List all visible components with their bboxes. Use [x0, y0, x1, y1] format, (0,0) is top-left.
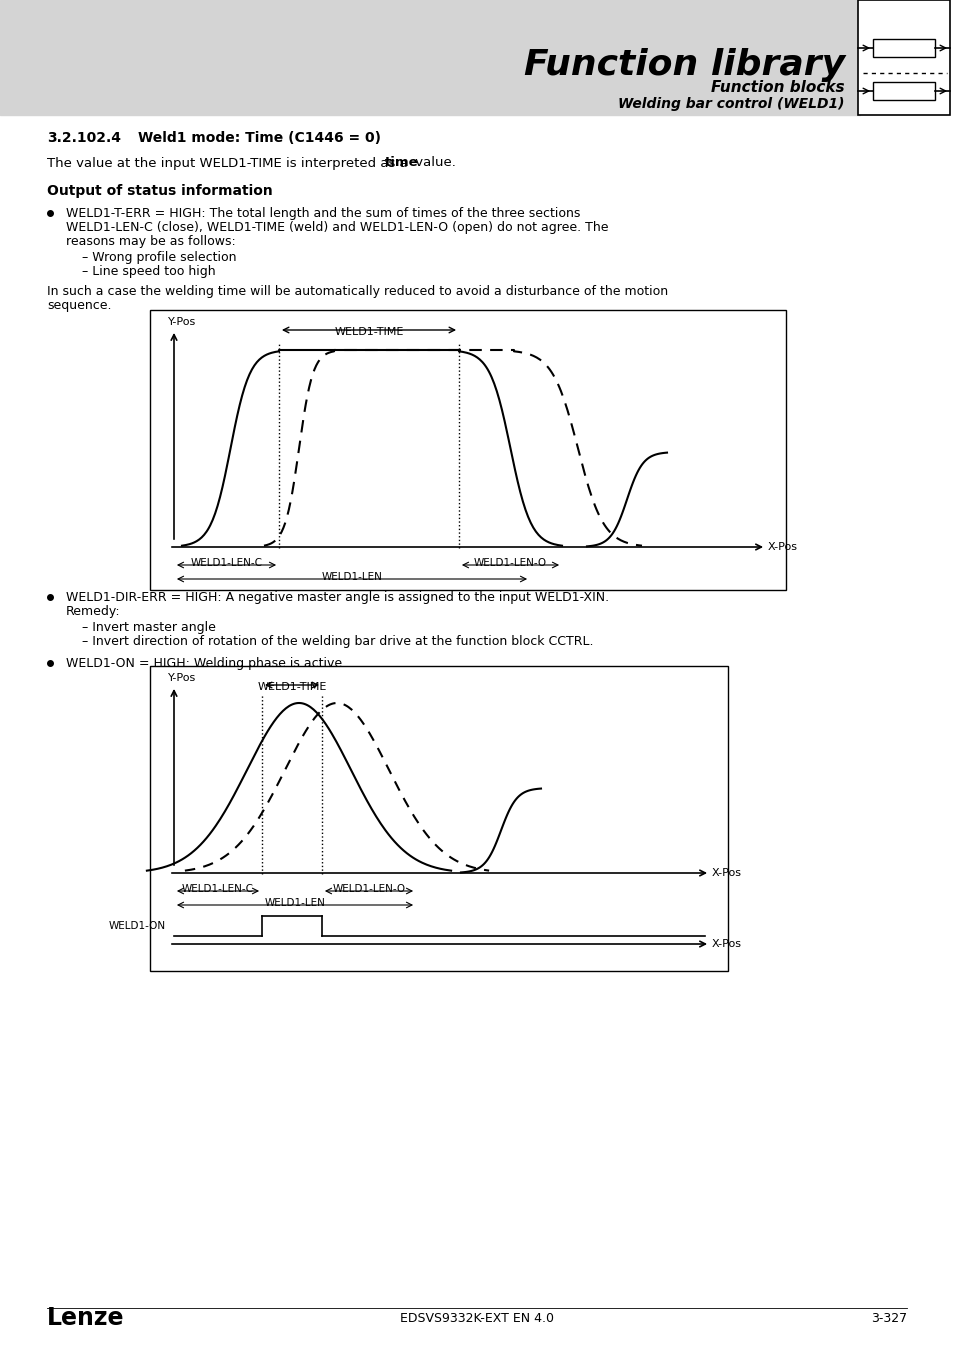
Text: WELD1-ON = HIGH: Welding phase is active: WELD1-ON = HIGH: Welding phase is active: [66, 656, 342, 670]
Text: – Invert master angle: – Invert master angle: [82, 621, 215, 633]
Text: WELD1-T-ERR = HIGH: The total length and the sum of times of the three sections: WELD1-T-ERR = HIGH: The total length and…: [66, 207, 579, 220]
Text: EDSVS9332K-EXT EN 4.0: EDSVS9332K-EXT EN 4.0: [399, 1311, 554, 1324]
Text: WELD1-TIME: WELD1-TIME: [334, 327, 403, 338]
Text: WELD1-TIME: WELD1-TIME: [257, 682, 326, 693]
Text: WELD1-LEN-O: WELD1-LEN-O: [332, 884, 405, 894]
Text: The value at the input WELD1-TIME is interpreted as a: The value at the input WELD1-TIME is int…: [47, 157, 412, 170]
Text: WELD1-LEN-C: WELD1-LEN-C: [182, 884, 253, 894]
Text: Output of status information: Output of status information: [47, 184, 273, 198]
Text: – Invert direction of rotation of the welding bar drive at the function block CC: – Invert direction of rotation of the we…: [82, 634, 593, 648]
Text: In such a case the welding time will be automatically reduced to avoid a disturb: In such a case the welding time will be …: [47, 285, 667, 297]
Text: WELD1-LEN-O: WELD1-LEN-O: [474, 558, 546, 568]
Text: 3-327: 3-327: [870, 1311, 906, 1324]
Text: WELD1-ON: WELD1-ON: [109, 921, 166, 931]
Text: X-Pos: X-Pos: [767, 541, 797, 552]
Text: reasons may be as follows:: reasons may be as follows:: [66, 235, 235, 247]
Text: Function blocks: Function blocks: [711, 81, 844, 96]
Text: WELD1-LEN: WELD1-LEN: [264, 898, 325, 909]
Text: – Wrong profile selection: – Wrong profile selection: [82, 251, 236, 263]
Text: X-Pos: X-Pos: [711, 940, 741, 949]
Bar: [872, 82, 934, 100]
Text: Weld1 mode: Time (C1446 = 0): Weld1 mode: Time (C1446 = 0): [138, 131, 380, 144]
Text: value.: value.: [411, 157, 456, 170]
Bar: [857, 0, 949, 115]
Text: Y-Pos: Y-Pos: [168, 674, 196, 683]
Text: Remedy:: Remedy:: [66, 605, 120, 617]
Text: Function library: Function library: [523, 49, 844, 82]
Text: WELD1-LEN: WELD1-LEN: [321, 572, 382, 582]
Text: X-Pos: X-Pos: [711, 868, 741, 878]
Text: WELD1-LEN-C (close), WELD1-TIME (weld) and WELD1-LEN-O (open) do not agree. The: WELD1-LEN-C (close), WELD1-TIME (weld) a…: [66, 220, 608, 234]
Text: 3.2.102.4: 3.2.102.4: [47, 131, 121, 144]
Text: Welding bar control (WELD1): Welding bar control (WELD1): [618, 97, 844, 111]
Bar: [872, 39, 934, 57]
Text: – Line speed too high: – Line speed too high: [82, 265, 215, 278]
Text: WELD1-DIR-ERR = HIGH: A negative master angle is assigned to the input WELD1-XIN: WELD1-DIR-ERR = HIGH: A negative master …: [66, 590, 608, 603]
Bar: [150, 310, 785, 590]
Text: Lenze: Lenze: [47, 1305, 125, 1330]
Text: time: time: [385, 157, 418, 170]
Text: Y-Pos: Y-Pos: [168, 317, 196, 327]
Text: sequence.: sequence.: [47, 298, 112, 312]
Text: WELD1-LEN-C: WELD1-LEN-C: [191, 558, 262, 568]
Bar: [150, 666, 727, 971]
Bar: [0, 0, 859, 115]
